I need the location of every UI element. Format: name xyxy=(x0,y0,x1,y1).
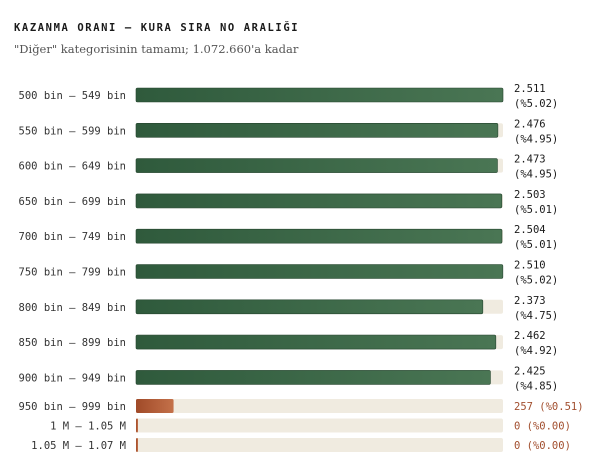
category-label: 1 M – 1.05 M xyxy=(50,421,126,433)
percent-label: (%4.95) xyxy=(514,133,558,145)
percent-label: (%4.85) xyxy=(514,380,558,392)
category-label: 650 bin – 699 bin xyxy=(19,196,126,208)
bar xyxy=(135,123,499,138)
bar xyxy=(135,193,503,209)
chart-title: KAZANMA ORANI — KURA SIRA NO ARALIĞI xyxy=(14,22,300,34)
category-label: 1.05 M – 1.07 M xyxy=(31,440,126,452)
value-label: 2.476 xyxy=(514,118,546,130)
value-label: 0 (%0.00) xyxy=(514,421,571,433)
bar-track xyxy=(136,418,503,433)
value-label: 2.504 xyxy=(514,224,546,236)
bar xyxy=(135,158,498,173)
chart-subtitle: "Diğer" kategorisinin tamamı; 1.072.660'… xyxy=(14,42,299,56)
percent-label: (%4.75) xyxy=(514,310,558,322)
percent-label: (%5.02) xyxy=(514,98,558,110)
bar-track xyxy=(136,399,503,413)
value-label: 2.462 xyxy=(514,330,546,342)
percent-label: (%5.02) xyxy=(514,275,558,287)
bar xyxy=(135,264,504,279)
category-label: 800 bin – 849 bin xyxy=(19,302,126,314)
value-label: 257 (%0.51) xyxy=(514,401,584,413)
bar xyxy=(135,334,497,350)
category-label: 950 bin – 999 bin xyxy=(19,401,126,413)
percent-label: (%5.01) xyxy=(514,239,558,251)
category-label: 700 bin – 749 bin xyxy=(19,231,126,243)
bar xyxy=(135,370,491,385)
value-label: 2.503 xyxy=(514,189,546,201)
value-label: 2.373 xyxy=(514,295,546,307)
category-label: 500 bin – 549 bin xyxy=(19,90,126,102)
value-label: 2.425 xyxy=(514,365,546,377)
category-label: 900 bin – 949 bin xyxy=(19,372,126,384)
category-label: 850 bin – 899 bin xyxy=(19,337,126,349)
value-label: 0 (%0.00) xyxy=(514,440,571,452)
percent-label: (%5.01) xyxy=(514,204,558,216)
value-label: 2.511 xyxy=(514,83,546,95)
bar-track xyxy=(136,438,503,452)
value-label: 2.510 xyxy=(514,260,546,272)
bar xyxy=(136,418,138,433)
bar xyxy=(136,399,174,413)
category-label: 600 bin – 649 bin xyxy=(19,161,126,173)
bar xyxy=(135,299,484,315)
bar xyxy=(136,438,138,452)
category-label: 550 bin – 599 bin xyxy=(19,125,126,137)
percent-label: (%4.92) xyxy=(514,345,558,357)
bar xyxy=(135,228,503,244)
category-label: 750 bin – 799 bin xyxy=(19,267,126,279)
value-label: 2.473 xyxy=(514,154,546,166)
bar xyxy=(135,87,504,103)
percent-label: (%4.95) xyxy=(514,169,558,181)
